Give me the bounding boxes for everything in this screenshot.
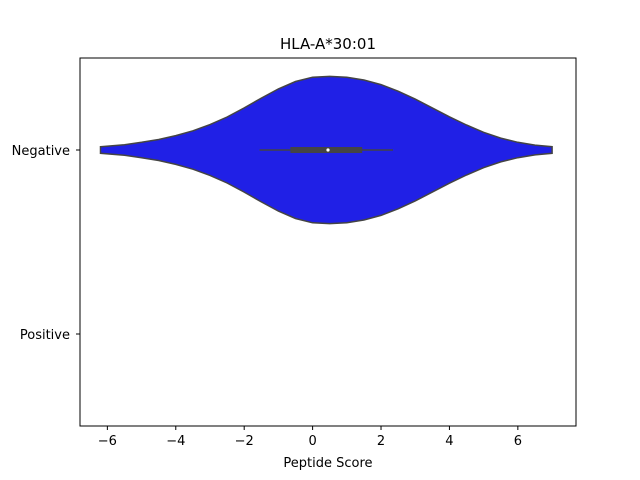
x-tick-label: 0 [308,434,316,449]
x-tick-label: 6 [514,434,522,449]
x-tick-label: 2 [377,434,385,449]
x-axis-label: Peptide Score [283,456,372,471]
violin-median-negative [326,148,330,152]
y-axis: Negative Positive [12,144,80,343]
x-tick-label: −4 [166,434,185,449]
plot-frame [79,57,577,427]
violins-layer [99,75,553,225]
x-tick-label: −2 [235,434,254,449]
violin-iqr-box-negative [290,147,363,153]
y-tick-label-negative: Negative [12,144,70,159]
x-tick-label: 4 [445,434,453,449]
y-tick-label-positive: Positive [20,328,70,343]
x-axis: −6 −4 −2 0 2 4 6 [98,426,522,449]
x-tick-label: −6 [98,434,117,449]
chart-title: HLA-A*30:01 [280,35,376,53]
